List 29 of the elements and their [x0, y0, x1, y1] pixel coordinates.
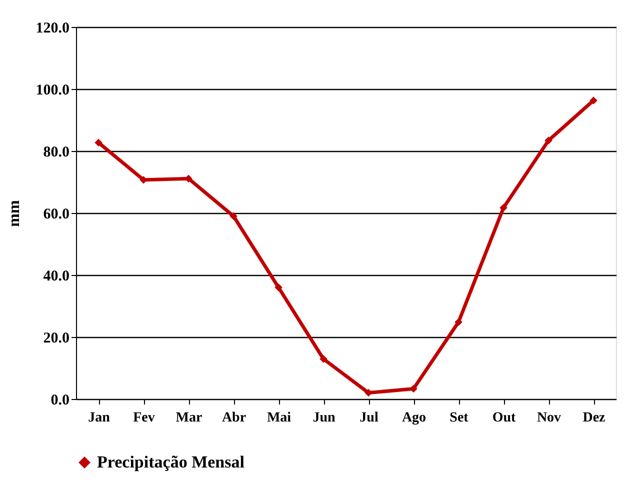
point [500, 204, 508, 212]
y-tick-label: 0.0 [50, 392, 70, 408]
point [454, 318, 462, 326]
point [320, 355, 328, 363]
x-tick-label: Mai [266, 410, 292, 426]
point [544, 136, 552, 144]
x-tick-label: Jan [88, 410, 110, 426]
x-tick-label: Fev [133, 410, 155, 426]
y-tick-label: 20.0 [43, 330, 70, 346]
point [94, 138, 102, 147]
legend-label: Precipitação Mensal [97, 452, 245, 472]
point [230, 212, 238, 220]
y-tick-label: 60.0 [43, 206, 70, 222]
x-tick-label: Ago [402, 410, 426, 426]
x-tick-label: Jun [312, 410, 336, 426]
y-tick-label: 100.0 [36, 82, 70, 98]
x-tick-label: Out [492, 410, 516, 426]
x-tick-label: Mar [176, 410, 202, 426]
x-tick-label: Dez [582, 410, 606, 426]
y-tick-label: 80.0 [43, 144, 70, 160]
x-tick-label: Abr [222, 410, 246, 426]
x-tick-label: Nov [536, 410, 562, 426]
y-axis-title: mm [6, 200, 23, 227]
x-tick-label: Set [450, 410, 469, 426]
y-tick-label: 40.0 [43, 268, 70, 284]
y-tick-label: 120.0 [36, 20, 70, 36]
x-tick-label: Jul [360, 410, 378, 426]
point [590, 96, 598, 104]
point [274, 284, 282, 292]
